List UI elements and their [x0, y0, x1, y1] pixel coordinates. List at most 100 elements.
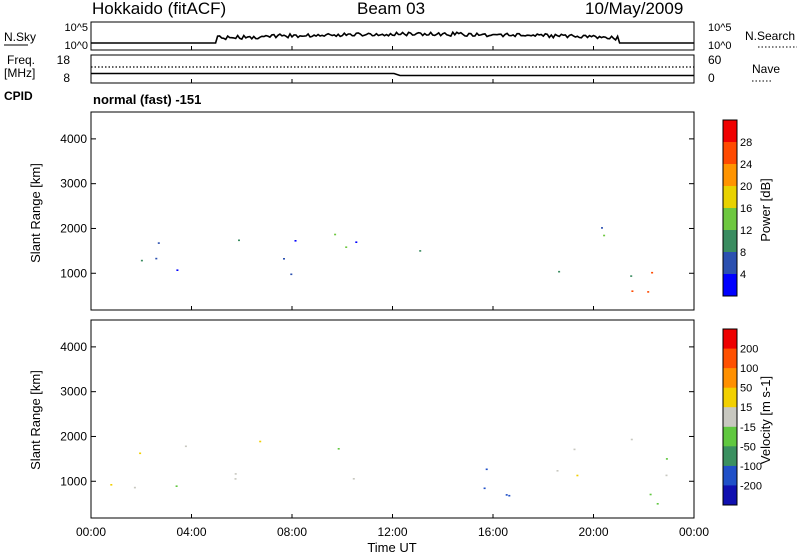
power-colorbar-swatch [723, 208, 737, 231]
power-colorbar-swatch [723, 164, 737, 187]
velocity-colorbar-swatch [723, 387, 737, 408]
noise-right-label: N.Search [745, 29, 795, 43]
velocity-echo-cell [175, 485, 178, 487]
nave-tick-bottom: 0 [708, 71, 715, 85]
velocity-echo-cell [139, 452, 142, 455]
velocity-echo-cell [184, 445, 187, 448]
power-echo-cell [419, 250, 422, 252]
velocity-echo-cell [505, 494, 508, 496]
velocity-colorbar-swatch [723, 329, 737, 350]
noise-right-tick-bottom: 10^0 [708, 40, 732, 52]
velocity-echo-region-3 [556, 438, 668, 505]
velocity-echo-cell [649, 493, 652, 496]
velocity-colorbar-label: Velocity [m s-1] [758, 376, 773, 464]
xtick-label: 04:00 [176, 525, 206, 539]
cpid-value: normal (fast) -151 [93, 92, 201, 107]
freq-tick-top: 18 [57, 53, 71, 67]
power-echo-cell [558, 270, 561, 273]
velocity-colorbar: 200 100 50 15 -15 -50 -100 -200 [722, 328, 762, 506]
power-echo-cell [155, 257, 158, 260]
power-echo-region-3 [355, 241, 422, 252]
velocity-colorbar-tick: -50 [740, 441, 756, 453]
noise-left-label: N.Sky [4, 30, 36, 44]
velocity-ytick-label: 2000 [60, 429, 87, 443]
velocity-echo-cell [110, 484, 113, 486]
power-panel: Slant Range [km] 1000 2000 3000 4000 4 8 12 16… [28, 111, 773, 311]
power-colorbar: 4 8 12 16 20 24 28 [722, 119, 752, 297]
velocity-echo-region-2 [483, 468, 511, 497]
power-echo-cell [345, 246, 348, 248]
velocity-echo-cell [573, 448, 576, 451]
freq-label-1: Freq. [7, 53, 35, 67]
velocity-colorbar-swatch [723, 485, 737, 506]
velocity-colorbar-tick: -15 [740, 422, 756, 434]
velocity-echo-field [110, 438, 668, 505]
velocity-echo-cell [133, 486, 136, 489]
noise-left-tick-bottom: 10^0 [64, 40, 88, 52]
velocity-echo-cell [337, 448, 340, 450]
power-ytick-label: 4000 [60, 132, 87, 146]
power-colorbar-swatch [723, 274, 737, 297]
power-colorbar-swatch [723, 252, 737, 275]
velocity-colorbar-tick: 100 [740, 363, 758, 375]
power-echo-cell [647, 291, 650, 293]
velocity-echo-cell [665, 458, 668, 460]
velocity-colorbar-swatch [723, 407, 737, 428]
xtick-label: 20:00 [578, 525, 608, 539]
noise-left-tick-top: 10^5 [64, 22, 88, 34]
power-echo-cell [631, 290, 634, 292]
power-colorbar-tick: 12 [740, 225, 752, 237]
power-echo-field [140, 227, 654, 293]
power-echo-region-2 [334, 233, 348, 248]
velocity-echo-cell [483, 487, 486, 490]
velocity-colorbar-swatch [723, 348, 737, 369]
noise-panel: N.Sky 10^5 10^0 N.Search 10^5 10^0 [4, 21, 797, 52]
velocity-colorbar-tick: 50 [740, 383, 752, 395]
power-echo-cell [140, 259, 143, 262]
power-echo-region-0 [140, 239, 297, 276]
velocity-ytick-label: 1000 [60, 474, 87, 488]
power-colorbar-tick: 16 [740, 203, 752, 215]
velocity-ylabel: Slant Range [km] [28, 370, 43, 470]
velocity-colorbar-tick: -100 [740, 461, 762, 473]
power-echo-region-5 [558, 227, 633, 277]
velocity-colorbar-tick: 200 [740, 344, 758, 356]
power-ytick-label: 3000 [60, 177, 87, 191]
noise-right-tick-top: 10^5 [708, 22, 732, 34]
velocity-echo-cell [630, 438, 633, 441]
power-colorbar-tick: 20 [740, 181, 752, 193]
power-echo-cell [290, 273, 293, 276]
xtick-label: 00:00 [679, 525, 709, 539]
time-axis: 00:00 04:00 08:00 12:00 16:00 20:00 00:00 [76, 46, 709, 539]
power-echo-cell [238, 239, 240, 242]
power-echo-cell [157, 242, 160, 244]
power-echo-cell [601, 227, 603, 229]
power-colorbar-tick: 24 [740, 159, 752, 171]
power-ylabel: Slant Range [km] [28, 163, 43, 263]
power-echo-cell [630, 275, 633, 277]
power-colorbar-swatch [723, 142, 737, 165]
date-label: 10/May/2009 [585, 0, 684, 18]
power-echo-cell [294, 240, 297, 242]
plot-title: Hokkaido (fitACF) [92, 0, 227, 18]
xtick-label: 08:00 [277, 525, 307, 539]
velocity-echo-cell [556, 470, 559, 472]
power-echo-cell [176, 269, 179, 271]
freq-line [91, 72, 694, 77]
velocity-colorbar-swatch [723, 426, 737, 447]
power-echo-region-6 [631, 271, 654, 293]
velocity-colorbar-tick: 15 [740, 402, 752, 414]
cpid-label: CPID [4, 89, 33, 103]
noise-sky-line [91, 30, 694, 44]
xtick-label: 00:00 [76, 525, 106, 539]
velocity-echo-cell [576, 474, 579, 477]
velocity-echo-cell [259, 440, 262, 443]
freq-panel: Freq. [MHz] 18 8 60 0 Nave [4, 53, 780, 85]
velocity-echo-cell [234, 473, 237, 475]
power-colorbar-swatch [723, 230, 737, 253]
power-colorbar-swatch [723, 120, 737, 143]
xtick-label: 12:00 [377, 525, 407, 539]
power-echo-cell [334, 233, 337, 236]
freq-label-2: [MHz] [4, 66, 35, 80]
